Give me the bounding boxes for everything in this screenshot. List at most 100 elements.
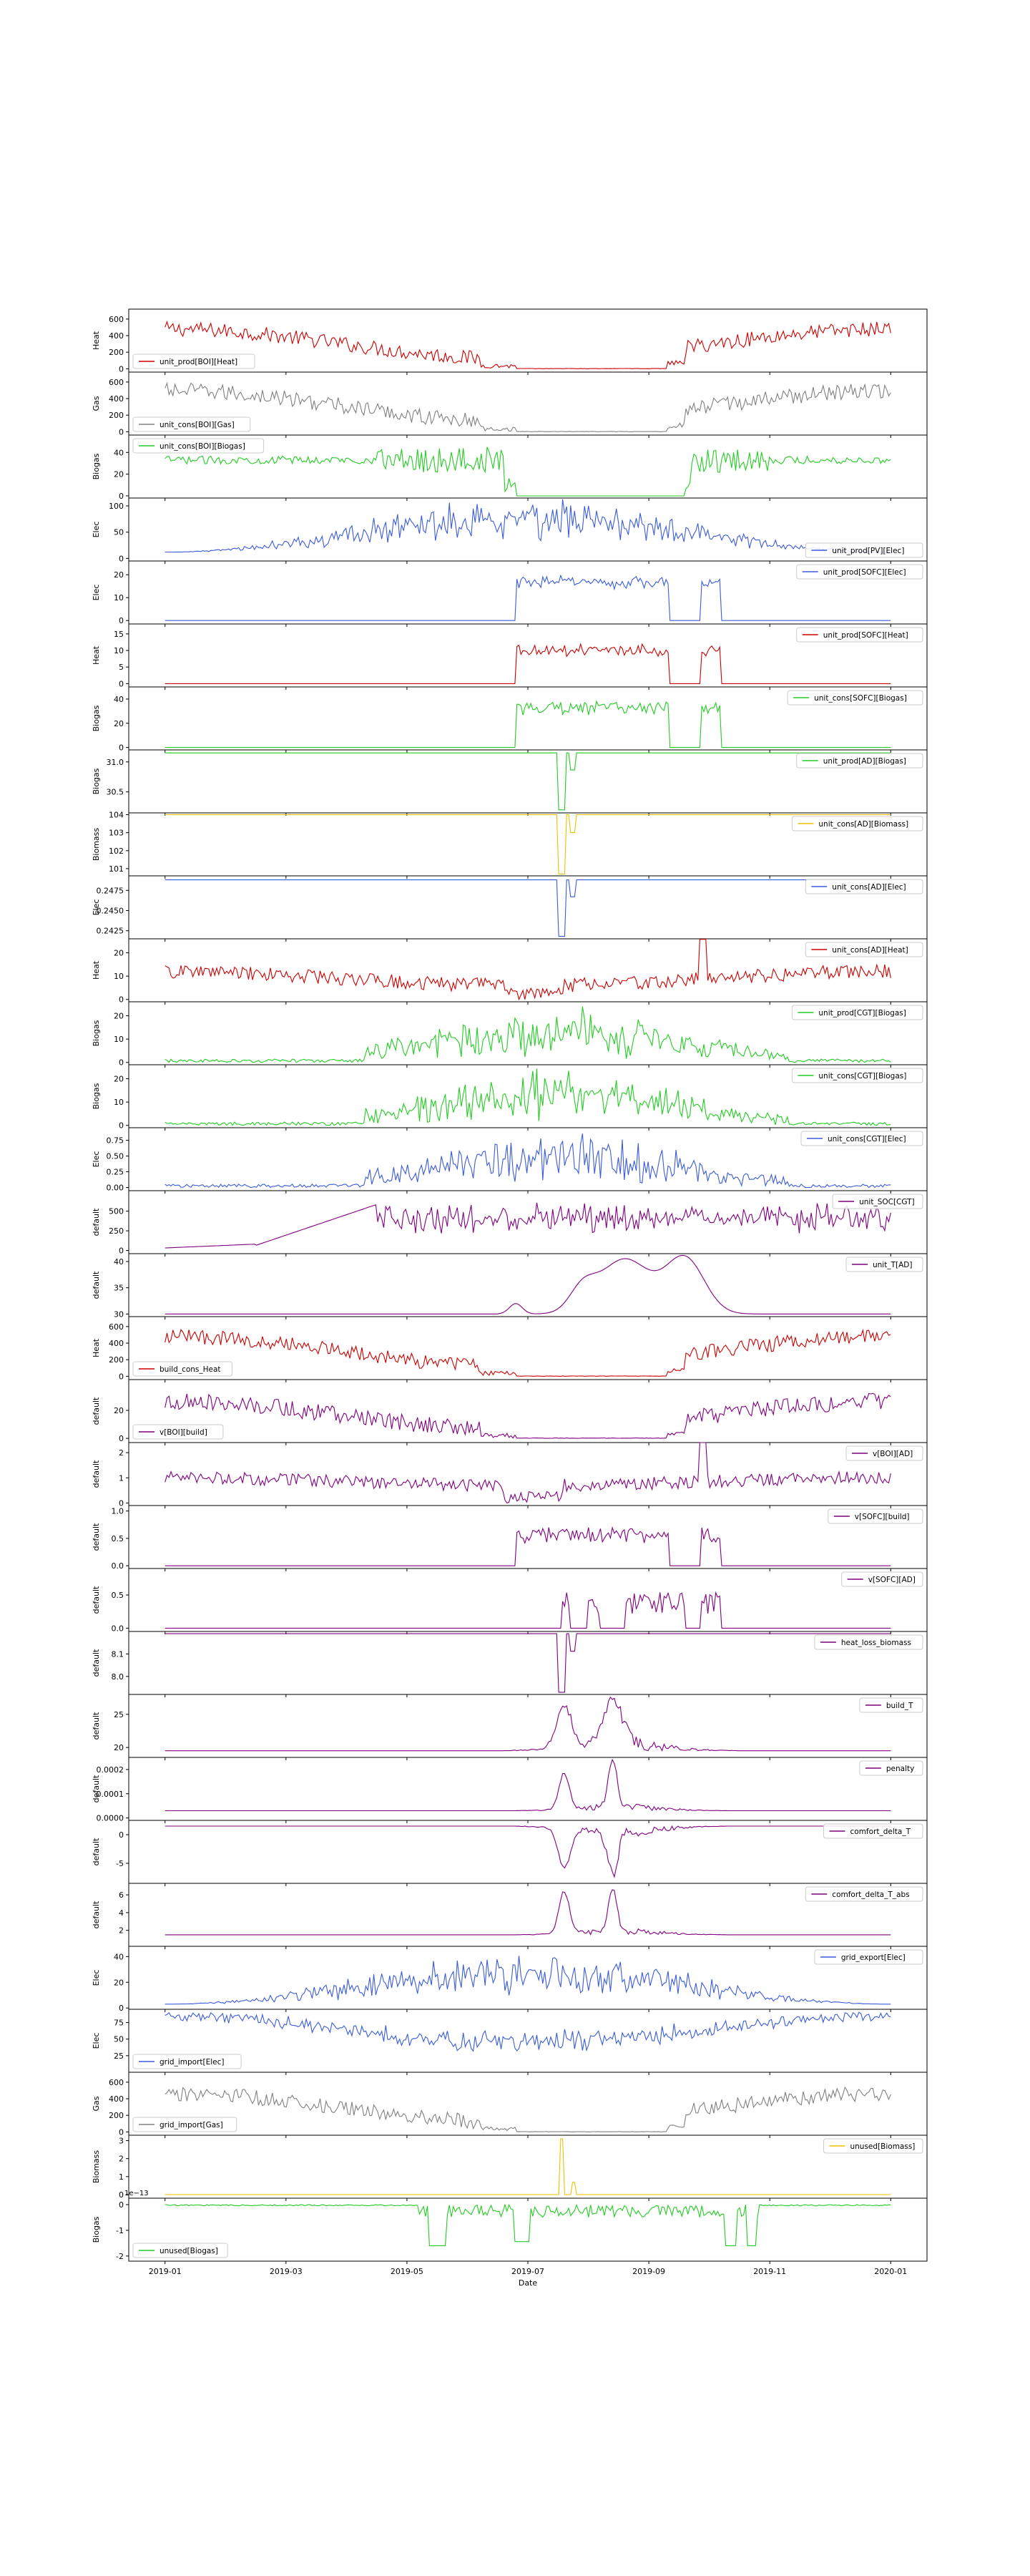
y-axis-label: default xyxy=(92,1397,101,1425)
y-tick-label: 4 xyxy=(119,1908,124,1918)
legend-box xyxy=(845,1257,923,1272)
y-axis-label: default xyxy=(92,1649,101,1677)
legend-box xyxy=(132,416,251,432)
y-axis-label: default xyxy=(92,1838,101,1865)
y-axis-label: default xyxy=(92,1901,101,1928)
legend-label: unit_prod[BOI][Heat] xyxy=(160,358,237,366)
y-tick-label: 20 xyxy=(114,470,124,479)
y-tick-label: 0.00 xyxy=(107,1184,124,1193)
y-tick-label: 600 xyxy=(109,315,124,324)
y-tick-label: -2 xyxy=(116,2252,124,2261)
legend-label: v[BOI][AD] xyxy=(873,1450,913,1458)
axes-frame xyxy=(128,1820,928,1884)
legend-label: unit_prod[SOFC][Elec] xyxy=(823,568,906,577)
series-line xyxy=(165,1006,891,1063)
y-tick-label: 0.25 xyxy=(107,1168,124,1177)
y-axis-label: Heat xyxy=(92,331,101,350)
legend-label: comfort_delta_T xyxy=(850,1828,911,1836)
series-line xyxy=(165,814,891,875)
y-tick-label: 50 xyxy=(114,528,124,537)
series-line xyxy=(165,381,891,432)
series-line xyxy=(165,1442,891,1504)
y-tick-label: 100 xyxy=(109,502,124,511)
y-tick-label: 0.75 xyxy=(107,1136,124,1146)
chart-panel: 30 35 40 default unit_T[AD] xyxy=(92,1253,928,1319)
legend-label: unit_SOC[CGT] xyxy=(859,1198,915,1206)
legend-label: grid_export[Elec] xyxy=(841,1953,906,1962)
axes-frame xyxy=(128,1946,928,2010)
legend-box xyxy=(823,1823,923,1839)
y-tick-label: 0.0000 xyxy=(97,1814,124,1823)
y-tick-label: 0 xyxy=(119,2190,124,2200)
y-tick-label: 0 xyxy=(119,2127,124,2137)
y-tick-label: 400 xyxy=(109,1339,124,1348)
x-tick-label: 2019-07 xyxy=(511,2267,544,2276)
y-tick-label: 0 xyxy=(119,554,124,563)
y-tick-label: 8.0 xyxy=(112,1672,124,1682)
y-tick-label: 0 xyxy=(119,492,124,501)
chart-panel: 30.5 31.0 Biogas unit_prod[AD][Biogas] xyxy=(92,749,928,816)
chart-panel: 0.0 0.5 1.0 default v[SOFC][build] xyxy=(92,1505,928,1571)
y-axis-label: default xyxy=(92,1775,101,1802)
legend-label: unit_T[AD] xyxy=(873,1261,912,1269)
offset-label: 1e−13 xyxy=(124,2190,149,2197)
y-tick-label: 6 xyxy=(119,1890,124,1900)
legend-box xyxy=(859,1697,923,1713)
series-line xyxy=(165,1591,891,1629)
y-tick-label: 600 xyxy=(109,1322,124,1332)
y-tick-label: 15 xyxy=(114,630,124,639)
chart-panel: 0 250 500 default unit_SOC[CGT] xyxy=(92,1190,928,1257)
legend-box xyxy=(132,353,255,369)
y-axis-label: Biogas xyxy=(92,453,101,479)
y-tick-label: 10 xyxy=(114,1035,124,1044)
y-tick-label: 0 xyxy=(119,2200,124,2210)
y-tick-label: 25 xyxy=(114,2051,124,2061)
legend-box xyxy=(805,542,923,558)
series-line xyxy=(165,447,891,497)
chart-panel: 0 10 20 Biogas unit_cons[CGT][Biogas] xyxy=(92,1064,928,1131)
series-line xyxy=(165,1696,891,1752)
y-axis-label: Elec xyxy=(92,1151,101,1168)
y-axis-label: default xyxy=(92,1712,101,1740)
y-axis-label: Heat xyxy=(92,960,101,980)
series-line xyxy=(165,1889,891,1936)
chart-panel: 0 1 2 3 Biomass unused[Biomass] xyxy=(92,2135,928,2201)
series-line xyxy=(165,643,891,684)
legend-box xyxy=(800,1131,923,1146)
chart-panel: 2 4 6 default comfort_delta_T_abs xyxy=(92,1883,928,1949)
y-tick-label: 1.0 xyxy=(112,1507,124,1516)
y-tick-label: 10 xyxy=(114,646,124,655)
chart-panel: 0 10 20 Biogas unit_prod[CGT][Biogas] xyxy=(92,1001,928,1068)
y-tick-label: 600 xyxy=(109,378,124,387)
y-tick-label: 2 xyxy=(119,1926,124,1936)
legend-label: build_T xyxy=(886,1702,913,1710)
y-axis-label: Biogas xyxy=(92,768,101,794)
y-tick-label: 0 xyxy=(119,1058,124,1068)
legend-label: unit_cons[CGT][Elec] xyxy=(828,1135,906,1143)
y-tick-label: 0 xyxy=(119,364,124,374)
legend-label: grid_import[Gas] xyxy=(160,2121,223,2129)
y-axis-label: default xyxy=(92,1460,101,1488)
y-tick-label: 0.2425 xyxy=(97,927,124,936)
chart-panel: 101 102 103 104 Biomass unit_cons[AD][Biomass… xyxy=(92,811,928,879)
legend-label: penalty xyxy=(886,1765,914,1773)
y-tick-label: 1 xyxy=(119,1473,124,1483)
legend-box xyxy=(823,2138,923,2154)
legend-label: unit_cons[AD][Elec] xyxy=(832,883,906,892)
legend-label: unit_cons[AD][Heat] xyxy=(832,946,908,955)
legend-box xyxy=(845,1445,923,1461)
legend-label: unit_cons[SOFC][Biogas] xyxy=(814,694,907,703)
series-line xyxy=(165,1392,891,1439)
legend-label: unit_cons[BOI][Gas] xyxy=(160,421,235,429)
y-tick-label: 400 xyxy=(109,331,124,341)
legend-label: unused[Biogas] xyxy=(160,2247,218,2255)
y-tick-label: 0.0 xyxy=(112,1624,124,1633)
y-tick-label: 20 xyxy=(114,949,124,958)
chart-panel: 0 10 20 Heat unit_cons[AD][Heat] xyxy=(92,938,928,1005)
y-axis-label: Heat xyxy=(92,645,101,665)
legend-box xyxy=(805,1886,923,1902)
legend-box xyxy=(841,1571,923,1587)
legend-label: v[SOFC][build] xyxy=(855,1513,910,1521)
